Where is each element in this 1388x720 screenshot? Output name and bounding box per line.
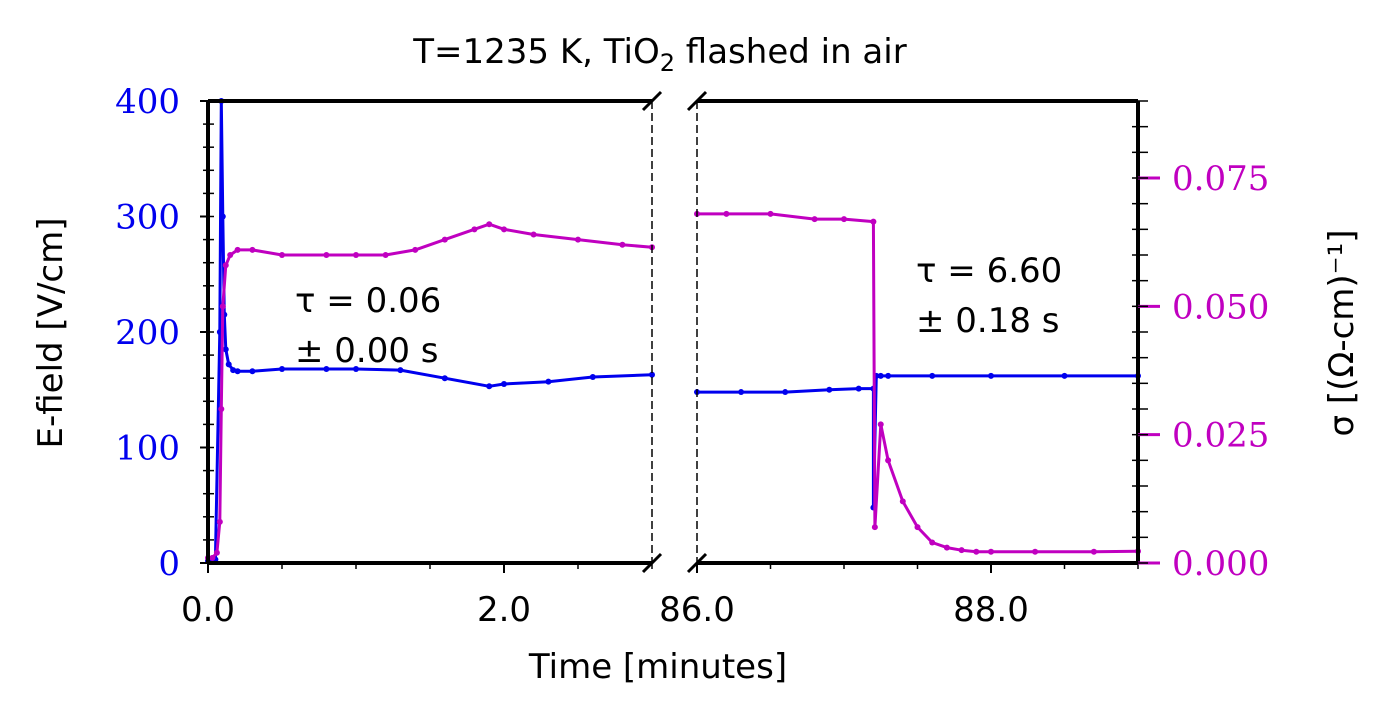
sigma-data-point <box>222 262 229 269</box>
axis-break-mark <box>641 90 663 112</box>
sigma-data-point <box>486 221 493 228</box>
efield-data-point <box>486 383 493 390</box>
sigma-data-point <box>973 548 980 555</box>
sigma-data-point <box>885 457 892 464</box>
chart-title-subscript: 2 <box>660 49 675 77</box>
sigma-data-point <box>219 303 226 310</box>
efield-data-point <box>323 365 330 372</box>
y-right-tick-label: 0.075 <box>1172 159 1269 199</box>
sigma-data-point <box>619 241 626 248</box>
efield-data-point <box>279 365 285 372</box>
right-tau-annotation: τ = 6.60 ± 0.18 s <box>916 251 1062 341</box>
left-tau-annotation: τ = 0.06 ± 0.00 s <box>295 281 441 371</box>
efield-data-point <box>885 372 892 379</box>
sigma-data-point <box>530 231 537 238</box>
sigma-data-point <box>234 246 241 253</box>
chart-title-rest: flashed in air <box>675 32 907 72</box>
sigma-data-point <box>227 252 234 258</box>
sigma-data-point <box>575 236 581 243</box>
sigma-data-point <box>213 549 220 556</box>
right-panel: 86.0 88.0 0.000 0.025 0.050 0.075 <box>659 90 1269 630</box>
efield-data-point <box>877 372 884 379</box>
left-tau-line2: ± 0.00 s <box>295 331 439 371</box>
y-right-tick-label: 0.050 <box>1172 287 1269 327</box>
efield-data-point <box>1061 372 1068 379</box>
efield-series-line <box>697 374 1138 510</box>
y-left-tick-label: 0 <box>158 544 180 584</box>
y-axis-right-label: σ [(Ω-cm)⁻¹] <box>1322 229 1362 436</box>
right-tau-line1: τ = 6.60 <box>916 251 1062 291</box>
sigma-data-point <box>279 252 285 258</box>
sigma-data-point <box>1090 548 1097 555</box>
x-axis-label: Time [minutes] <box>528 647 787 687</box>
y-left-tick-label: 200 <box>115 313 180 353</box>
y-left-tick-label: 300 <box>115 198 180 238</box>
sigma-series-line <box>208 222 653 560</box>
sigma-data-point <box>249 246 256 253</box>
x-tick-label: 2.0 <box>477 590 531 630</box>
efield-data-point <box>738 389 745 396</box>
y-left-tick-label: 100 <box>115 429 180 469</box>
sigma-data-point <box>767 210 774 217</box>
efield-data-point <box>988 372 994 379</box>
sigma-data-point <box>412 246 419 253</box>
sigma-data-point <box>914 524 921 531</box>
efield-data-point <box>234 368 241 375</box>
sigma-data-point <box>353 252 359 258</box>
left-tau-line1: τ = 0.06 <box>295 281 441 321</box>
efield-data-point <box>782 389 789 396</box>
efield-data-point <box>441 375 448 382</box>
efield-data-point <box>826 386 833 393</box>
sigma-data-point <box>218 406 225 412</box>
efield-data-point <box>225 361 232 368</box>
sigma-data-point <box>209 554 216 561</box>
sigma-data-point <box>216 518 223 525</box>
efield-data-point <box>249 368 256 375</box>
efield-data-point <box>397 367 404 374</box>
y-axis-left-label: E-field [V/cm] <box>31 218 71 449</box>
sigma-data-point <box>943 544 950 551</box>
x-tick-label: 88.0 <box>953 590 1029 630</box>
efield-data-point <box>501 380 507 387</box>
efield-data-point <box>353 365 359 372</box>
sigma-data-point <box>958 547 965 554</box>
sigma-data-point <box>877 421 884 428</box>
right-tau-line2: ± 0.18 s <box>916 301 1060 341</box>
sigma-data-point <box>723 210 730 217</box>
efield-data-point <box>222 346 229 353</box>
sigma-data-point <box>382 252 389 258</box>
x-tick-label: 86.0 <box>659 590 735 630</box>
y-left-tick-label: 400 <box>115 82 180 122</box>
sigma-data-point <box>441 236 448 243</box>
axis-break-mark <box>641 552 663 574</box>
sigma-data-point <box>870 218 877 225</box>
sigma-data-point <box>841 216 847 223</box>
sigma-data-point <box>323 252 330 258</box>
sigma-data-point <box>929 539 936 546</box>
efield-data-point <box>545 378 552 385</box>
y-right-tick-label: 0.000 <box>1172 544 1269 584</box>
sigma-data-point <box>501 226 507 233</box>
axis-break-mark <box>686 90 708 112</box>
sigma-data-point <box>988 548 994 555</box>
x-tick-label: 0.0 <box>181 590 235 630</box>
sigma-data-point <box>1032 548 1039 555</box>
efield-data-point <box>929 372 936 379</box>
efield-data-point <box>855 385 862 392</box>
sigma-data-point <box>471 226 478 233</box>
chart-title-main: T=1235 K, TiO <box>412 32 659 72</box>
y-right-tick-label: 0.025 <box>1172 416 1269 456</box>
sigma-data-point <box>899 498 906 505</box>
axis-break-mark <box>686 552 708 574</box>
efield-data-point <box>589 374 596 381</box>
efield-data-point <box>219 213 226 220</box>
left-panel: 0.0 2.0 0 100 200 300 400 <box>115 82 663 630</box>
sigma-data-point <box>871 524 878 531</box>
chart-title: T=1235 K, TiO2 flashed in air <box>412 32 906 77</box>
efield-data-point <box>649 371 655 378</box>
sigma-data-point <box>811 216 818 223</box>
